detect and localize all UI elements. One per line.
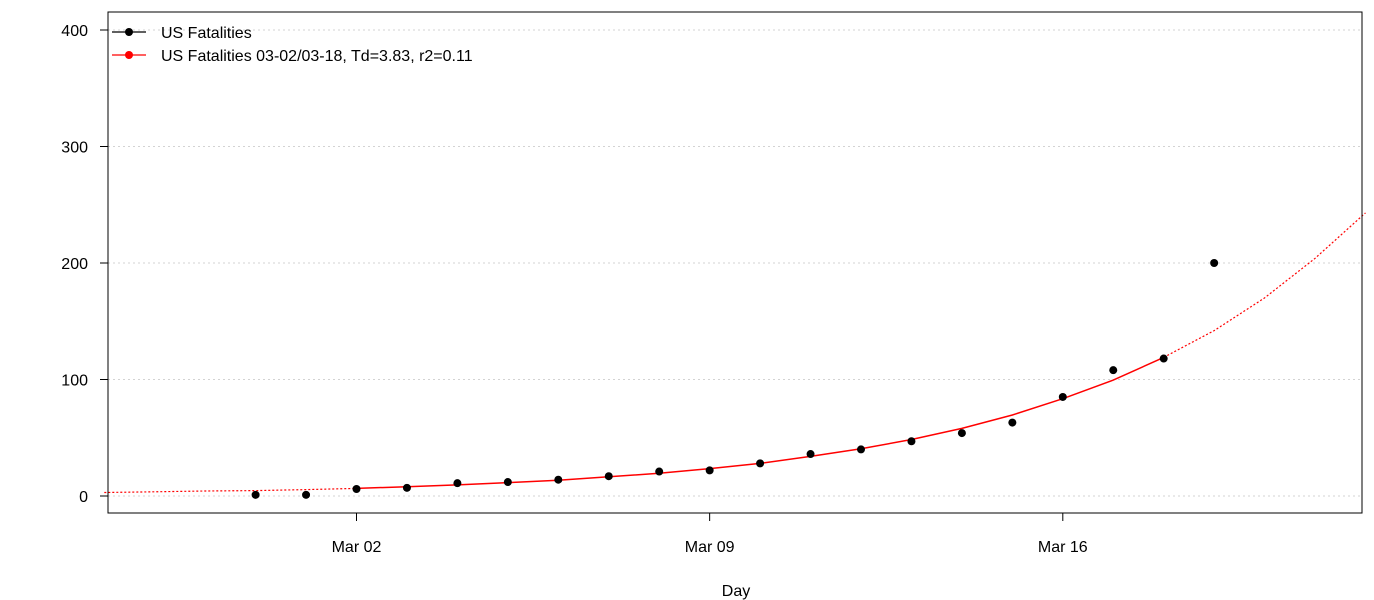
data-point <box>554 475 563 484</box>
y-tick-label: 0 <box>79 489 88 506</box>
x-axis-title: Day <box>722 583 750 600</box>
y-axis: 0 100 200 300 400 <box>61 23 108 506</box>
data-point <box>1058 392 1067 401</box>
data-point <box>1210 259 1219 267</box>
gridlines <box>108 29 1362 497</box>
fit-projection-before <box>104 487 357 494</box>
legend-entry-us-fatalities: US Fatalities <box>112 25 252 42</box>
legend-label: US Fatalities <box>161 25 252 42</box>
data-point <box>655 467 664 476</box>
x-tick-label: Mar 02 <box>332 539 382 556</box>
data-point <box>957 429 966 438</box>
legend-point-swatch <box>125 28 133 36</box>
data-point <box>705 466 714 475</box>
data-point <box>1159 354 1168 363</box>
fit-line <box>356 356 1165 490</box>
y-tick-label: 400 <box>61 23 88 40</box>
data-point <box>907 437 916 446</box>
x-tick-label: Mar 09 <box>685 539 735 556</box>
data-point <box>453 479 462 488</box>
y-tick-label: 100 <box>61 373 88 390</box>
x-tick-label: Mar 16 <box>1038 539 1088 556</box>
data-points <box>251 259 1219 499</box>
data-point <box>756 459 765 468</box>
fit-curve <box>356 356 1165 490</box>
data-point <box>1109 366 1118 375</box>
data-point <box>806 450 815 459</box>
x-axis: Mar 02 Mar 09 Mar 16 <box>332 513 1088 556</box>
legend-point-swatch <box>125 51 133 59</box>
legend-entry-fit: US Fatalities 03-02/03-18, Td=3.83, r2=0… <box>112 48 473 65</box>
fit-projection-after <box>1163 212 1366 358</box>
data-point <box>1008 418 1017 427</box>
fit-projection-line <box>104 212 1366 494</box>
data-point <box>604 472 613 481</box>
data-point <box>251 490 260 499</box>
data-point <box>857 445 865 454</box>
data-point <box>402 483 411 492</box>
y-tick-label: 300 <box>61 140 88 157</box>
legend: US Fatalities US Fatalities 03-02/03-18, … <box>112 25 473 65</box>
y-tick-label: 200 <box>61 256 88 273</box>
legend-label: US Fatalities 03-02/03-18, Td=3.83, r2=0… <box>161 48 473 65</box>
data-point <box>503 478 512 487</box>
data-point <box>352 485 361 494</box>
data-point <box>302 490 311 499</box>
